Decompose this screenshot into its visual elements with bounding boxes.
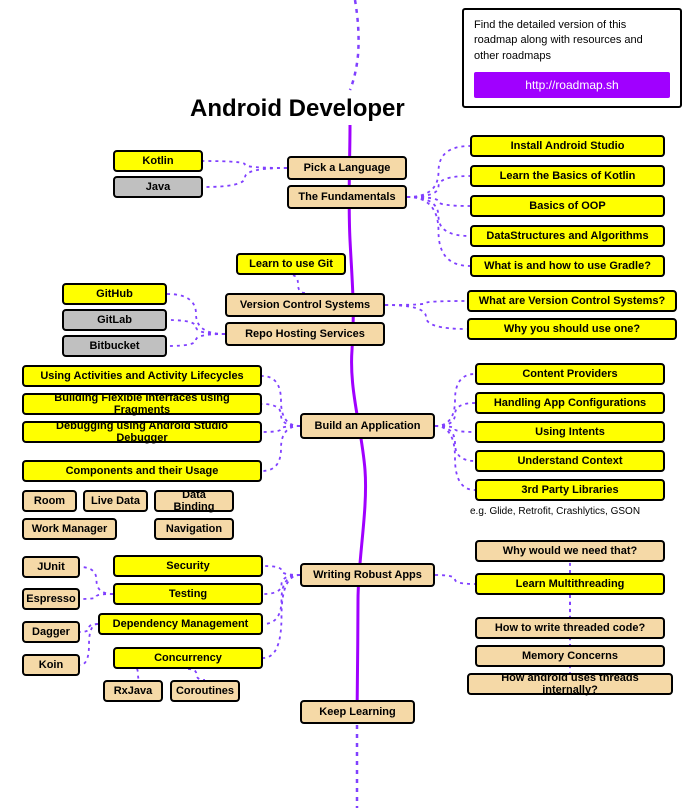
node-dsa: DataStructures and Algorithms xyxy=(470,225,665,247)
node-learn_kotlin: Learn the Basics of Kotlin xyxy=(470,165,665,187)
node-oop: Basics of OOP xyxy=(470,195,665,217)
node-koin: Koin xyxy=(22,654,80,676)
node-concurrency: Concurrency xyxy=(113,647,263,669)
libraries-note: e.g. Glide, Retrofit, Crashlytics, GSON xyxy=(470,506,640,517)
node-install_as: Install Android Studio xyxy=(470,135,665,157)
node-build_app: Build an Application xyxy=(300,413,435,439)
node-learn_git: Learn to use Git xyxy=(236,253,346,275)
node-livedata: Live Data xyxy=(83,490,148,512)
node-testing: Testing xyxy=(113,583,263,605)
node-robust: Writing Robust Apps xyxy=(300,563,435,587)
node-threaded_code: How to write threaded code? xyxy=(475,617,665,639)
node-keep_learning: Keep Learning xyxy=(300,700,415,724)
node-java: Java xyxy=(113,176,203,198)
node-navigation: Navigation xyxy=(154,518,234,540)
node-app_config: Handling App Configurations xyxy=(475,392,665,414)
node-pick_lang: Pick a Language xyxy=(287,156,407,180)
page-title: Android Developer xyxy=(190,95,405,123)
node-gradle: What is and how to use Gradle? xyxy=(470,255,665,277)
node-thirdparty: 3rd Party Libraries xyxy=(475,479,665,501)
node-fragments: Building Flexible Interfaces using Fragm… xyxy=(22,393,262,415)
node-vcs: Version Control Systems xyxy=(225,293,385,317)
node-depmgmt: Dependency Management xyxy=(98,613,263,635)
node-threads_internal: How android uses threads internally? xyxy=(467,673,673,695)
node-workmgr: Work Manager xyxy=(22,518,117,540)
node-rxjava: RxJava xyxy=(103,680,163,702)
node-what_vcs: What are Version Control Systems? xyxy=(467,290,677,312)
node-bitbucket: Bitbucket xyxy=(62,335,167,357)
node-junit: JUnit xyxy=(22,556,80,578)
node-fundamentals: The Fundamentals xyxy=(287,185,407,209)
info-text: Find the detailed version of this roadma… xyxy=(474,18,670,64)
node-memory: Memory Concerns xyxy=(475,645,665,667)
node-espresso: Espresso xyxy=(22,588,80,610)
node-intents: Using Intents xyxy=(475,421,665,443)
node-debugging: Debugging using Android Studio Debugger xyxy=(22,421,262,443)
node-content_prov: Content Providers xyxy=(475,363,665,385)
info-box: Find the detailed version of this roadma… xyxy=(462,8,682,108)
node-why_vcs: Why you should use one? xyxy=(467,318,677,340)
node-why_need: Why would we need that? xyxy=(475,540,665,562)
roadmap-link[interactable]: http://roadmap.sh xyxy=(474,72,670,98)
node-components: Components and their Usage xyxy=(22,460,262,482)
node-repo_host: Repo Hosting Services xyxy=(225,322,385,346)
node-dagger: Dagger xyxy=(22,621,80,643)
node-databinding: Data Binding xyxy=(154,490,234,512)
node-kotlin: Kotlin xyxy=(113,150,203,172)
node-room: Room xyxy=(22,490,77,512)
node-security: Security xyxy=(113,555,263,577)
node-activities: Using Activities and Activity Lifecycles xyxy=(22,365,262,387)
node-github: GitHub xyxy=(62,283,167,305)
node-context: Understand Context xyxy=(475,450,665,472)
node-learn_mt: Learn Multithreading xyxy=(475,573,665,595)
node-gitlab: GitLab xyxy=(62,309,167,331)
node-coroutines: Coroutines xyxy=(170,680,240,702)
